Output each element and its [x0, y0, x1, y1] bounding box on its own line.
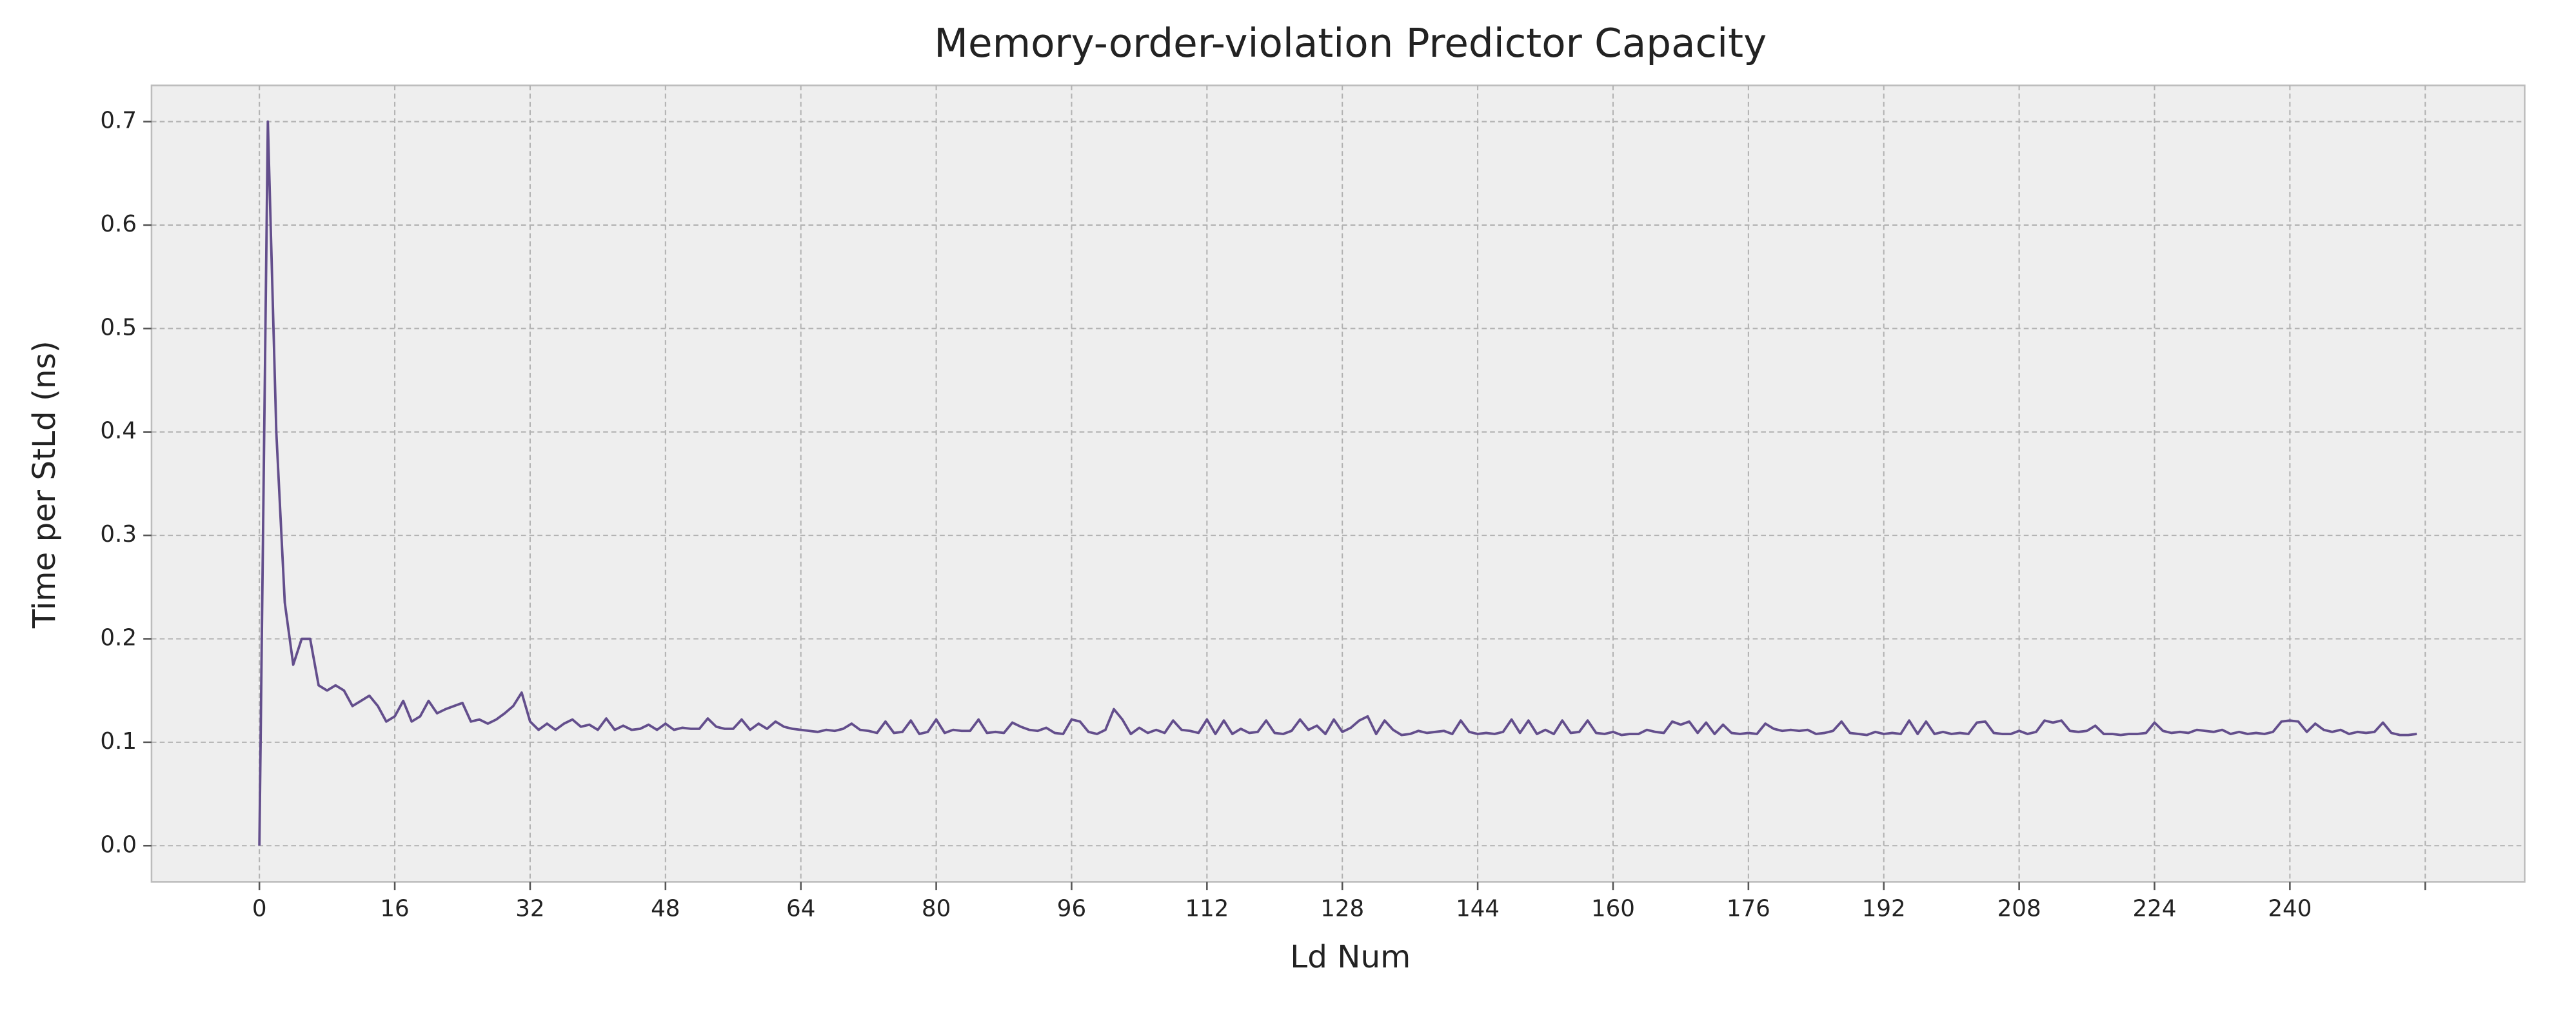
y-tick-label: 0.3	[100, 521, 137, 548]
x-tick-label: 0	[252, 896, 267, 922]
x-tick-label: 16	[380, 896, 409, 922]
x-axis-label: Ld Num	[1290, 939, 1411, 975]
y-tick-label: 0.5	[100, 314, 137, 341]
y-tick-label: 0.0	[100, 831, 137, 858]
x-tick-label: 80	[922, 896, 951, 922]
x-tick-label: 32	[515, 896, 544, 922]
x-tick-label: 128	[1320, 896, 1364, 922]
data-line	[258, 120, 2417, 846]
x-tick-label: 192	[1862, 896, 1906, 922]
x-tick-label: 48	[651, 896, 680, 922]
x-tick-label: 112	[1185, 896, 1229, 922]
x-tick-label: 240	[2268, 896, 2312, 922]
y-tick-label: 0.4	[100, 418, 137, 444]
x-tick-label: 144	[1456, 896, 1500, 922]
x-tick-label: 64	[786, 896, 815, 922]
x-tick-label: 224	[2133, 896, 2177, 922]
x-tick-label: 208	[1997, 896, 2041, 922]
x-tick-label: 96	[1057, 896, 1086, 922]
y-tick-label: 0.2	[100, 624, 137, 651]
chart-title: Memory-order-violation Predictor Capacit…	[934, 21, 1767, 66]
y-axis-label: Time per StLd (ns)	[26, 341, 63, 629]
plot-area	[150, 84, 2526, 883]
y-tick-label: 0.1	[100, 728, 137, 755]
y-tick-label: 0.6	[100, 211, 137, 237]
y-tick-label: 0.7	[100, 108, 137, 134]
x-tick-label: 176	[1727, 896, 1770, 922]
x-tick-label: 160	[1591, 896, 1635, 922]
